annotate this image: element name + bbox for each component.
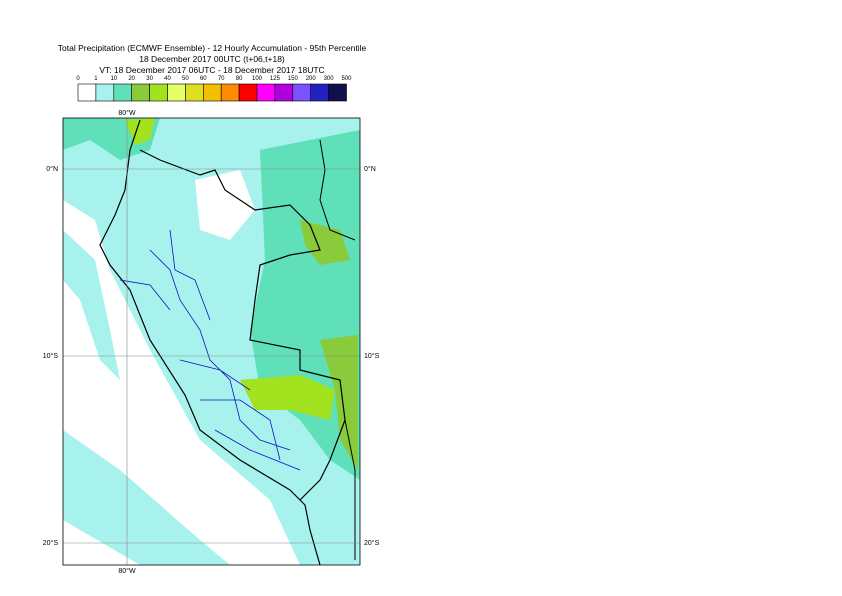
map: 80°W 80°W 0°N 0°N 10°S 10°S 20°S 20°S bbox=[43, 109, 380, 575]
legend-label: 100 bbox=[252, 76, 263, 82]
precip-area bbox=[63, 230, 120, 380]
valid-time: VT: 18 December 2017 06UTC - 18 December… bbox=[99, 65, 324, 75]
lat-label: 20°S bbox=[364, 539, 380, 547]
legend-swatch bbox=[274, 83, 294, 102]
legend-label: 0 bbox=[76, 76, 80, 82]
legend-label: 20 bbox=[128, 76, 135, 82]
legend-label: 70 bbox=[218, 76, 225, 82]
precip-area bbox=[63, 430, 230, 565]
legend-label: 10 bbox=[110, 76, 117, 82]
legend-label: 300 bbox=[324, 76, 335, 82]
legend-label: 125 bbox=[270, 76, 281, 82]
precip-area bbox=[125, 118, 155, 145]
legend-swatch bbox=[95, 83, 115, 102]
legend-label: 40 bbox=[164, 76, 171, 82]
lon-label: 80°W bbox=[118, 109, 136, 117]
admin-border bbox=[119, 229, 301, 471]
legend-swatch bbox=[131, 83, 150, 102]
base-time: 18 December 2017 00UTC (t+06,t+18) bbox=[139, 54, 285, 64]
lat-label: 0°N bbox=[364, 165, 376, 173]
border bbox=[319, 139, 356, 560]
legend-label: 60 bbox=[200, 76, 207, 82]
precip-area bbox=[240, 375, 335, 420]
title: Total Precipitation (ECMWF Ensemble) - 1… bbox=[58, 43, 367, 53]
legend-swatch bbox=[203, 83, 222, 102]
legend-swatch bbox=[256, 83, 276, 102]
legend-label: 50 bbox=[182, 76, 189, 82]
legend-label: 80 bbox=[236, 76, 243, 82]
legend-label: 30 bbox=[146, 76, 153, 82]
lat-label: 10°S bbox=[364, 352, 380, 360]
legend: 0 1 10 20 30 40 50 60 70 80 100 125 150 200 300 500 bbox=[76, 76, 352, 102]
legend-swatch bbox=[149, 83, 168, 102]
legend-swatch bbox=[310, 83, 329, 102]
legend-swatch bbox=[238, 83, 258, 102]
border bbox=[139, 149, 346, 501]
legend-swatch bbox=[185, 83, 204, 102]
legend-swatch bbox=[167, 83, 186, 102]
legend-swatch bbox=[220, 83, 240, 102]
legend-swatch bbox=[113, 83, 133, 102]
map-frame bbox=[62, 117, 361, 566]
legend-label: 150 bbox=[288, 76, 299, 82]
legend-swatch bbox=[77, 83, 97, 102]
legend-label: 1 bbox=[94, 76, 98, 82]
legend-label: 200 bbox=[306, 76, 317, 82]
dry-area bbox=[195, 170, 255, 240]
lat-label: 0°N bbox=[46, 165, 58, 173]
legend-swatch bbox=[328, 83, 347, 102]
legend-label: 500 bbox=[341, 76, 352, 82]
lat-label: 10°S bbox=[43, 352, 59, 360]
lat-label: 20°S bbox=[43, 539, 59, 547]
legend-swatch bbox=[292, 83, 311, 102]
lon-label: 80°W bbox=[118, 567, 136, 575]
